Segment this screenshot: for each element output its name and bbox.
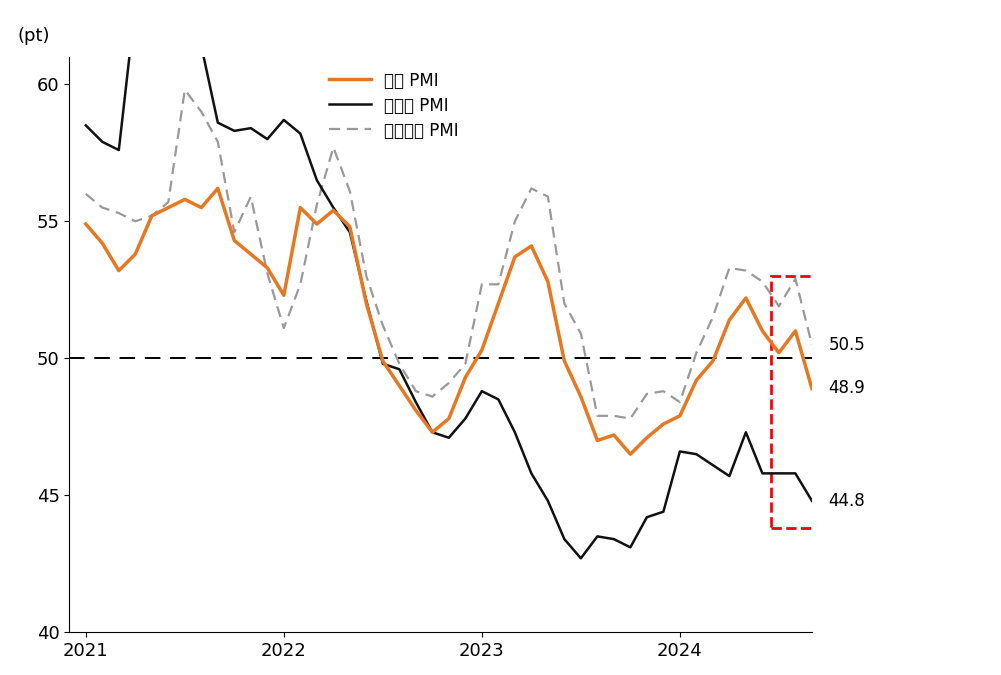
- Text: (pt): (pt): [17, 28, 50, 45]
- Text: 48.9: 48.9: [829, 379, 865, 398]
- Text: 50.5: 50.5: [829, 335, 865, 354]
- Legend: 종합 PMI, 제조업 PMI, 서비스업 PMI: 종합 PMI, 제조업 PMI, 서비스업 PMI: [322, 65, 465, 146]
- Text: 44.8: 44.8: [829, 492, 865, 510]
